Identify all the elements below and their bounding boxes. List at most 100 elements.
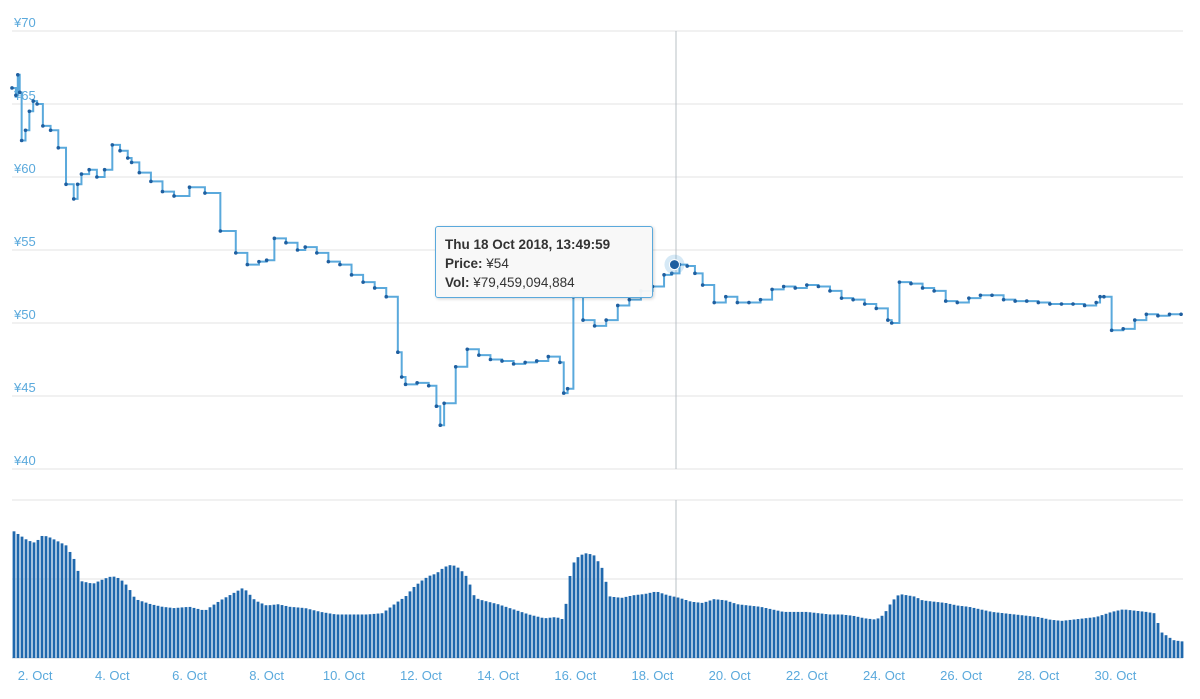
- y-tick-label: ¥55: [13, 234, 36, 249]
- price-point: [662, 273, 666, 277]
- volume-bar: [180, 607, 184, 658]
- price-point: [793, 286, 798, 290]
- volume-bar: [1080, 618, 1084, 658]
- price-point: [187, 185, 192, 190]
- volume-bar: [164, 607, 168, 658]
- price-point: [886, 318, 890, 322]
- volume-bar: [944, 603, 948, 658]
- price-point: [75, 182, 80, 187]
- y-tick-label: ¥40: [13, 453, 36, 468]
- price-point: [27, 109, 32, 114]
- volume-bar: [116, 577, 120, 658]
- price-point: [978, 293, 983, 298]
- volume-bar: [320, 612, 324, 658]
- volume-bar: [1068, 619, 1072, 658]
- volume-bar: [360, 614, 364, 658]
- price-point: [137, 170, 142, 175]
- price-point: [1144, 312, 1149, 317]
- y-axis-labels: ¥70¥65¥60¥55¥50¥45¥40: [13, 15, 36, 468]
- volume-bar: [856, 616, 860, 658]
- volume-bar: [604, 581, 608, 658]
- price-point: [118, 148, 122, 153]
- price-point: [399, 375, 404, 379]
- volume-bar: [920, 600, 924, 658]
- volume-bar: [916, 598, 920, 658]
- volume-bar: [928, 601, 932, 658]
- price-point: [19, 138, 24, 143]
- volume-bar: [972, 607, 976, 658]
- price-point: [315, 251, 319, 255]
- price-point: [257, 259, 261, 264]
- volume-bar: [428, 575, 432, 658]
- volume-bar: [1016, 614, 1020, 658]
- volume-bar: [656, 591, 660, 658]
- price-point: [592, 324, 597, 328]
- volume-bar: [24, 539, 28, 658]
- price-point: [909, 281, 913, 286]
- volume-bar: [404, 596, 408, 658]
- price-point: [384, 294, 389, 299]
- volume-bar: [532, 615, 536, 658]
- volume-bar: [568, 575, 572, 658]
- price-point: [14, 93, 18, 98]
- volume-bar: [824, 614, 828, 658]
- volume-bar: [964, 606, 968, 658]
- volume-bar: [92, 583, 96, 658]
- price-point: [129, 160, 134, 165]
- volume-bar: [212, 604, 216, 658]
- volume-bar: [448, 565, 452, 658]
- volume-bar: [900, 594, 904, 658]
- volume-bar: [1004, 613, 1008, 658]
- price-point: [64, 182, 68, 187]
- volume-bar: [728, 601, 732, 658]
- volume-bar: [332, 614, 336, 658]
- price-point: [264, 258, 269, 263]
- price-point: [149, 179, 153, 184]
- volume-bar: [776, 610, 780, 658]
- price-point: [403, 382, 408, 387]
- volume-bar: [572, 562, 576, 658]
- volume-bar: [476, 598, 480, 658]
- volume-bar: [868, 618, 872, 658]
- volume-bar: [976, 608, 980, 658]
- price-point: [23, 128, 28, 133]
- price-point: [1036, 300, 1041, 305]
- price-point: [1109, 328, 1114, 333]
- volume-bar: [1176, 640, 1180, 658]
- volume-bar: [892, 599, 896, 658]
- volume-bar: [48, 537, 52, 658]
- volume-bar: [64, 545, 68, 658]
- volume-bar: [760, 607, 764, 658]
- price-point: [1048, 302, 1052, 306]
- volume-bar: [424, 577, 428, 658]
- volume-bar: [1052, 620, 1056, 658]
- hover-marker[interactable]: [668, 259, 680, 271]
- volume-bar: [284, 605, 288, 658]
- volume-bar: [456, 567, 460, 658]
- price-point: [770, 287, 774, 292]
- price-point: [1071, 302, 1075, 306]
- volume-bar: [984, 610, 988, 658]
- price-point: [990, 293, 994, 298]
- volume-bar: [1140, 611, 1144, 658]
- hover-point[interactable]: [664, 254, 685, 275]
- price-line: [12, 73, 1182, 427]
- volume-bar: [828, 614, 832, 658]
- volume-bar: [880, 615, 884, 658]
- volume-bar: [1148, 612, 1152, 658]
- volume-bar: [952, 604, 956, 658]
- volume-bar: [40, 535, 44, 658]
- volume-bar: [72, 558, 76, 658]
- x-tick-label: 8. Oct: [249, 668, 284, 683]
- volume-bar: [88, 583, 92, 658]
- volume-bar: [264, 605, 268, 658]
- volume-bar: [52, 539, 56, 658]
- price-point: [35, 102, 39, 106]
- volume-bar: [444, 566, 448, 658]
- volume-bar: [276, 604, 280, 658]
- price-point: [172, 194, 176, 198]
- price-point: [1121, 327, 1125, 331]
- price-point: [1156, 313, 1160, 318]
- volume-bar: [812, 612, 816, 658]
